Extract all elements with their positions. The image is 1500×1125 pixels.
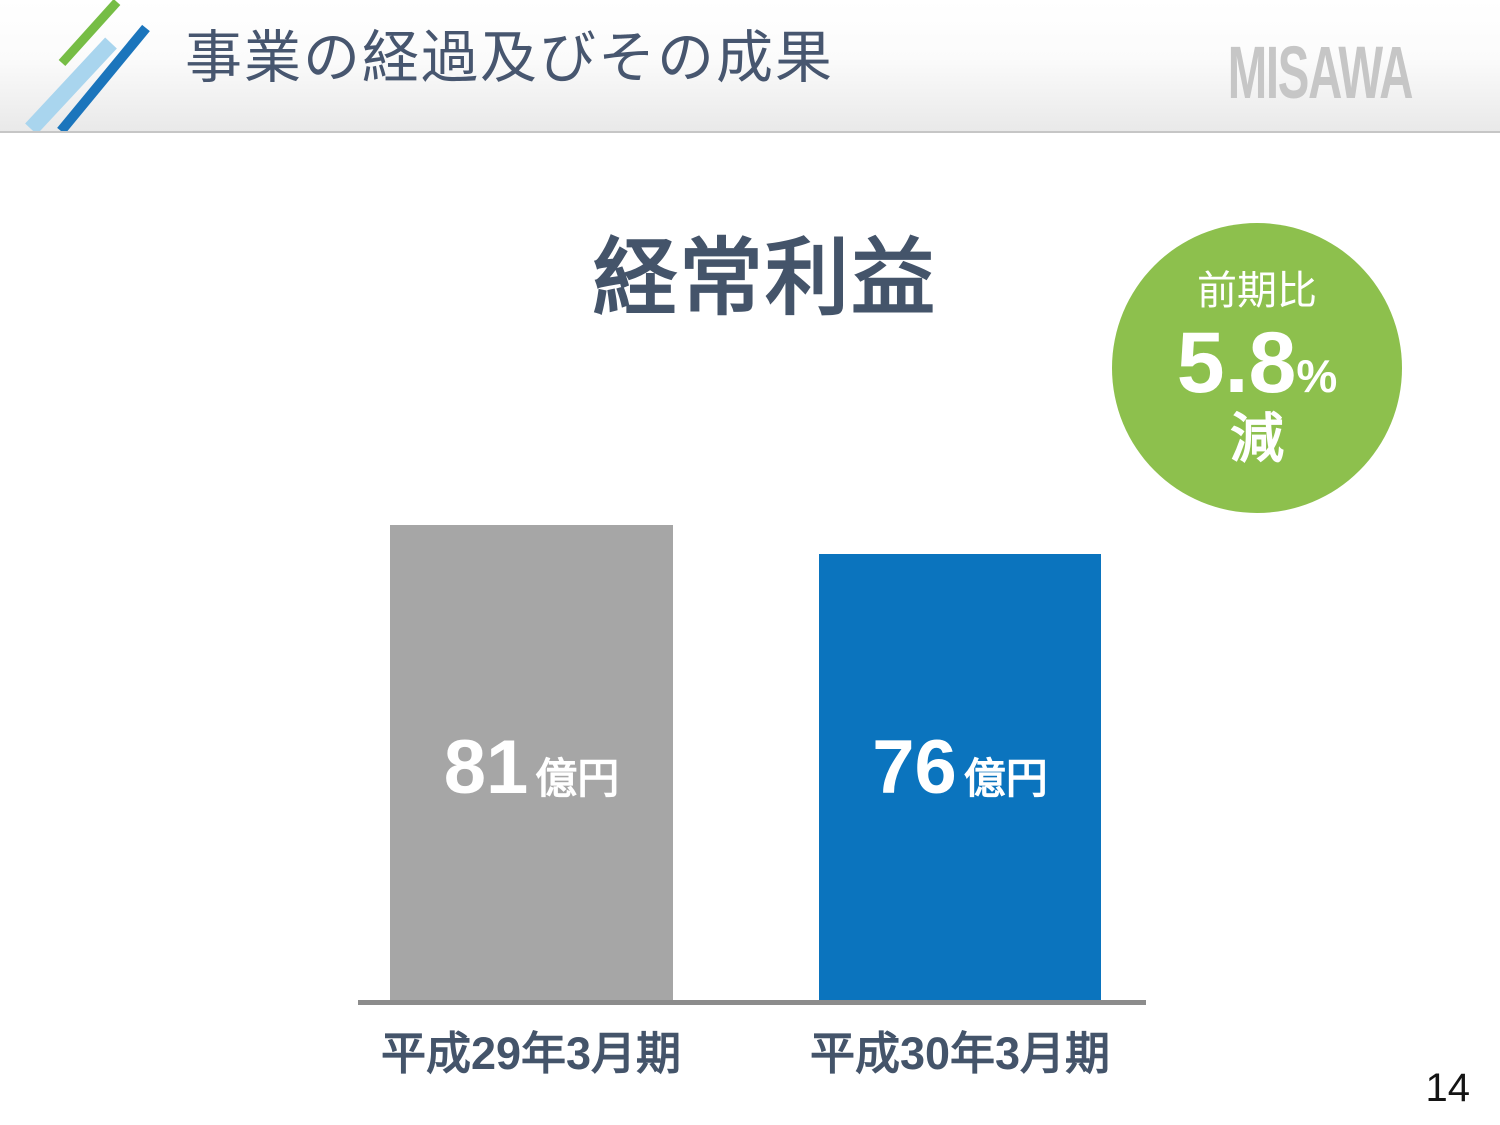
bar-prev-year-unit: 億円	[535, 755, 620, 802]
badge-label: 前期比	[1197, 268, 1317, 313]
change-badge: 前期比 5.8% 減	[1112, 223, 1402, 513]
badge-value-row: 5.8%	[1177, 320, 1337, 406]
slide-title: 事業の経過及びその成果	[185, 26, 834, 90]
category-label-current-year: 平成30年3月期	[809, 1028, 1111, 1079]
category-label-prev-year: 平成29年3月期	[380, 1028, 682, 1079]
bar-current-year-label: 76 億円	[819, 730, 1101, 806]
bar-current-year: 76 億円	[819, 554, 1101, 1002]
bar-prev-year-value: 81	[443, 725, 529, 810]
bar-prev-year: 81 億円	[390, 525, 673, 1002]
page-number: 14	[1425, 1066, 1471, 1110]
bar-current-year-value: 76	[872, 725, 957, 810]
stripe-blue	[57, 24, 150, 131]
brand-stripes-icon	[25, 0, 150, 131]
stripe-green	[58, 0, 121, 67]
chart-title: 経常利益	[592, 231, 937, 325]
badge-direction: 減	[1230, 408, 1284, 469]
badge-percent-sign: %	[1296, 349, 1338, 402]
bar-prev-year-label: 81 億円	[390, 730, 673, 806]
misawa-logo: MISAWA	[1227, 31, 1414, 114]
badge-value: 5.8	[1176, 314, 1297, 411]
stripe-light-blue	[25, 37, 117, 131]
x-axis-line	[358, 1000, 1146, 1005]
slide-header: 事業の経過及びその成果 MISAWA	[0, 0, 1500, 133]
bar-current-year-unit: 億円	[963, 755, 1048, 802]
